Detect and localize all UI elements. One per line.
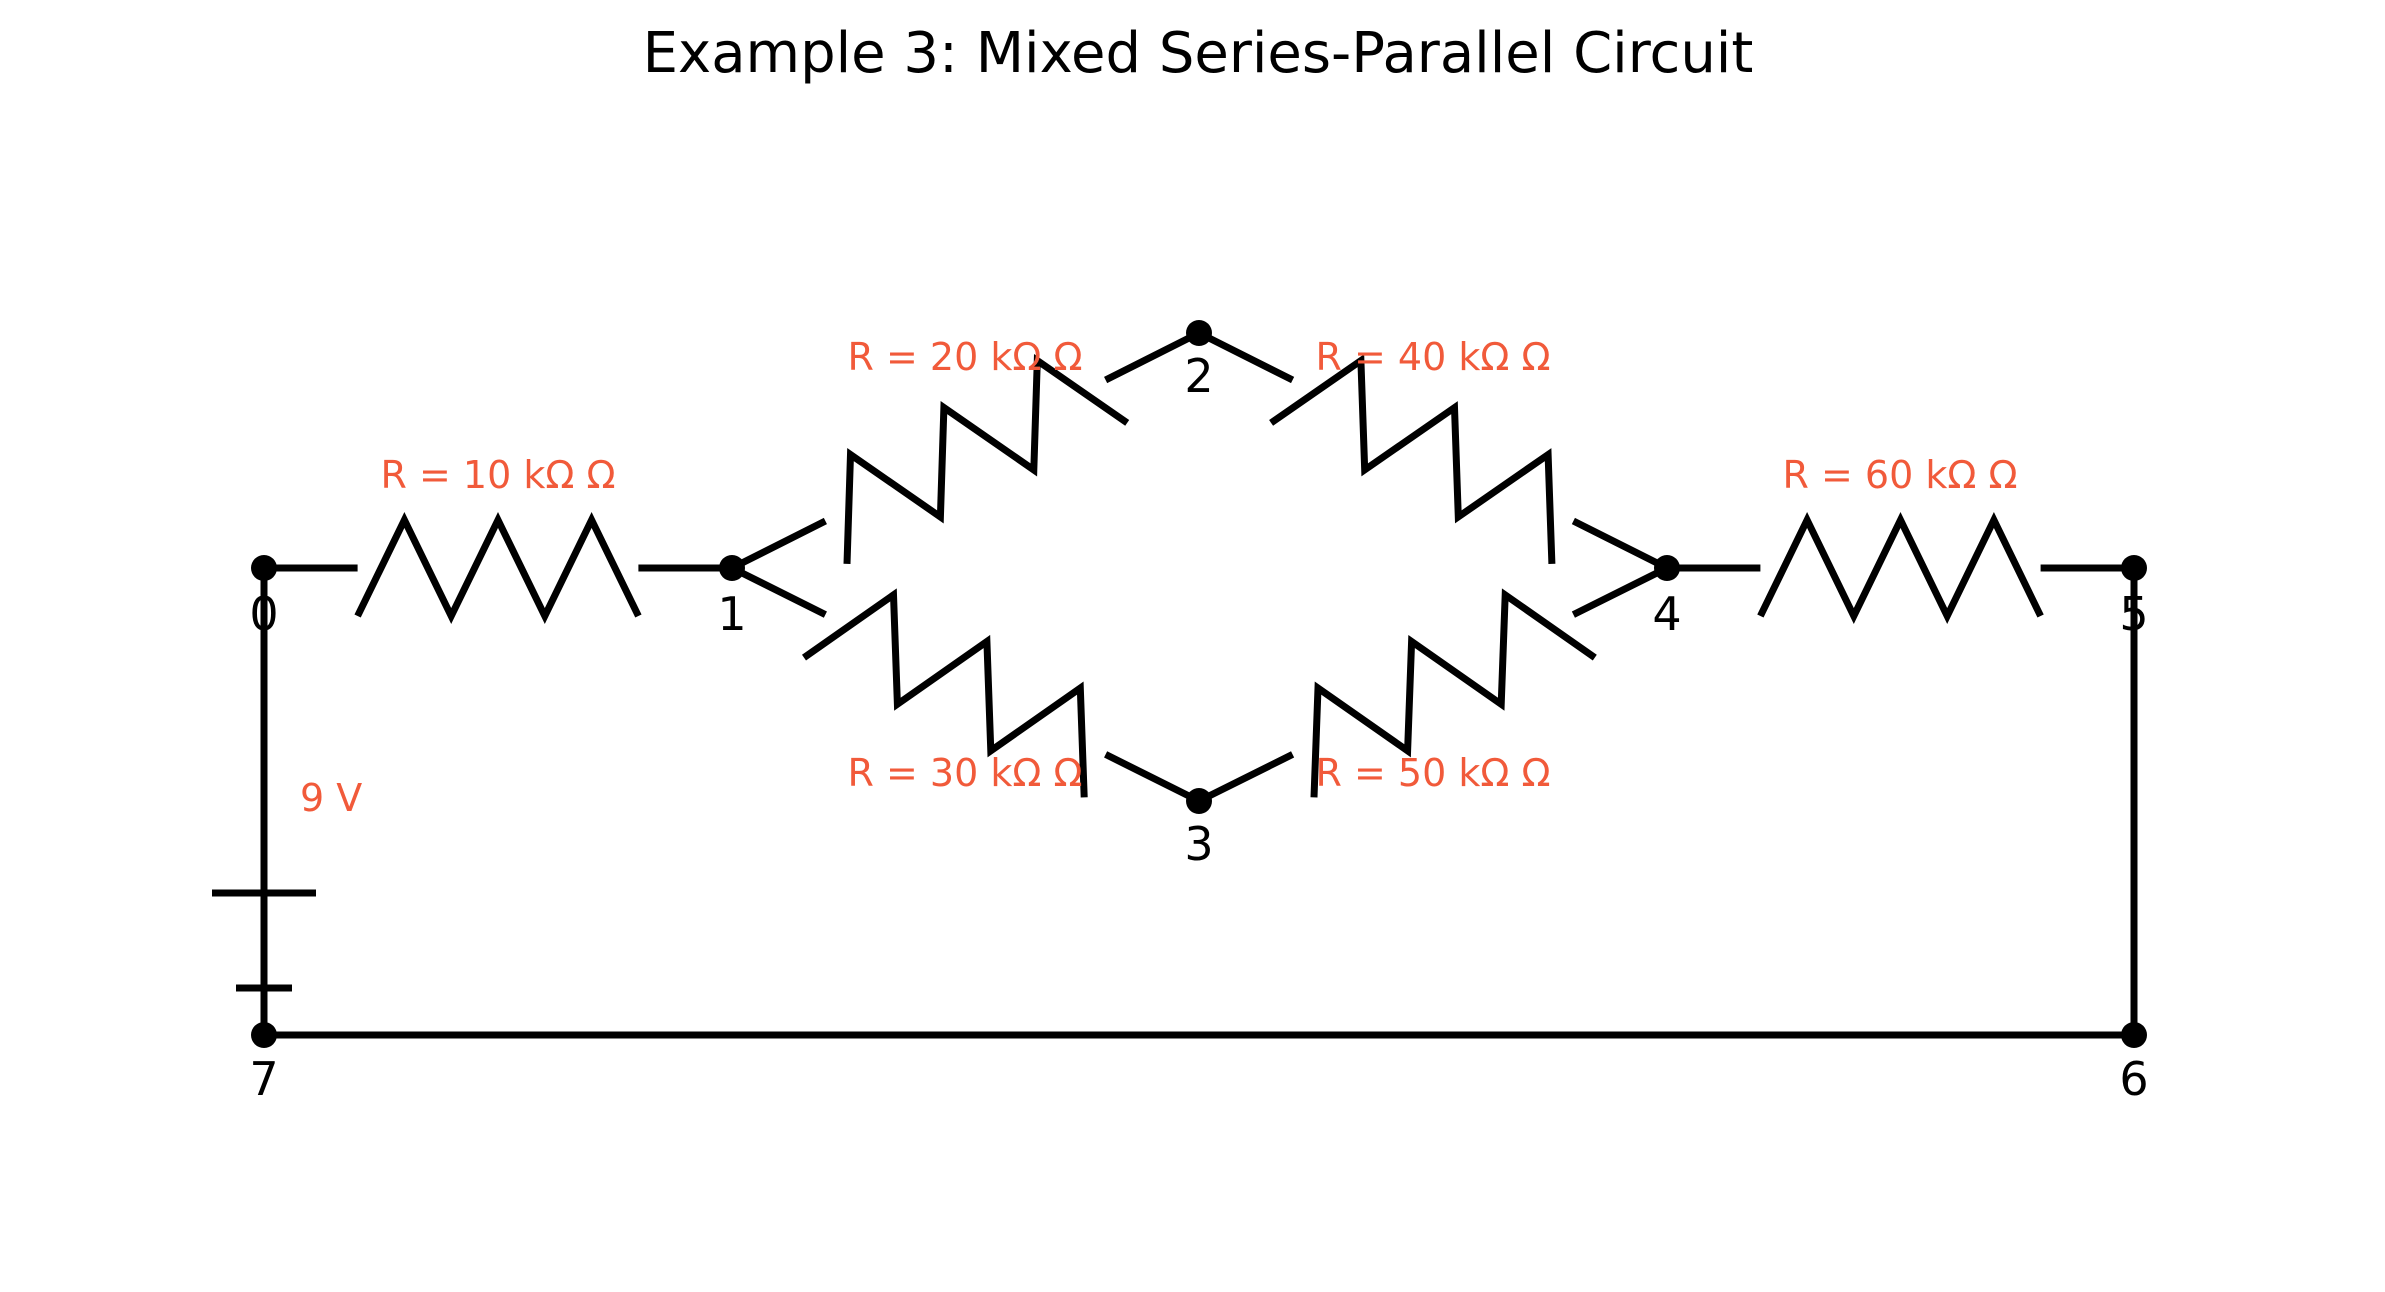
resistor-label-2-4: R = 40 kΩ Ω	[1316, 335, 1551, 379]
node-dot-3	[1186, 788, 1212, 814]
resistor-1-2	[730, 329, 1201, 572]
resistor-3-4	[1197, 564, 1669, 805]
resistor-label-4-5: R = 60 kΩ Ω	[1783, 453, 2018, 497]
node-dot-0	[251, 555, 277, 581]
resistor-0-1	[264, 512, 732, 624]
node-label-1: 1	[717, 587, 746, 641]
resistor-4-5	[1667, 511, 2134, 625]
labels-layer: R = 10 kΩ Ω R = 20 kΩ Ω R = 30 kΩ Ω R = 40 …	[249, 335, 2148, 1106]
node-dot-6	[2121, 1022, 2147, 1048]
node-label-3: 3	[1184, 817, 1213, 871]
resistor-label-1-2: R = 20 kΩ Ω	[848, 335, 1083, 379]
node-label-5: 5	[2119, 587, 2148, 641]
components-layer	[212, 329, 2138, 1039]
node-label-6: 6	[2119, 1052, 2148, 1106]
node-dot-7	[251, 1022, 277, 1048]
nodes-layer	[251, 320, 2147, 1048]
node-label-2: 2	[1184, 349, 1213, 403]
resistor-2-4	[1197, 329, 1669, 572]
node-dot-1	[719, 555, 745, 581]
node-dot-4	[1654, 555, 1680, 581]
node-label-4: 4	[1652, 587, 1681, 641]
node-dot-2	[1186, 320, 1212, 346]
node-dot-5	[2121, 555, 2147, 581]
battery-label: 9 V	[300, 776, 362, 820]
diagram-title: Example 3: Mixed Series-Parallel Circuit	[643, 21, 1754, 86]
resistor-1-3	[730, 564, 1201, 805]
node-label-7: 7	[249, 1052, 278, 1106]
resistor-label-0-1: R = 10 kΩ Ω	[381, 453, 616, 497]
resistor-label-1-3: R = 30 kΩ Ω	[848, 751, 1083, 795]
node-label-0: 0	[249, 587, 278, 641]
resistor-label-3-4: R = 50 kΩ Ω	[1316, 751, 1551, 795]
